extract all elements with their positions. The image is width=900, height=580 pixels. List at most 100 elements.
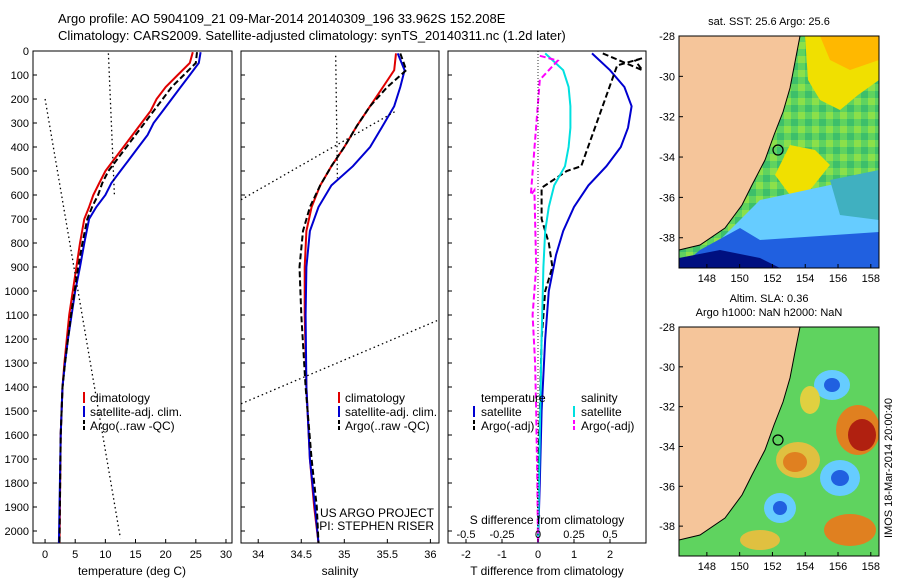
legend-label-argo: Argo(..raw -QC) bbox=[90, 419, 175, 433]
y-tick-label: 400 bbox=[11, 142, 29, 154]
x-tick-label: 5 bbox=[72, 549, 78, 561]
project-annotation-line2: PI: STEPHEN RISER bbox=[319, 519, 434, 533]
project-annotation-line1: US ARGO PROJECT bbox=[320, 506, 435, 520]
legend-header-temperature: temperature bbox=[481, 391, 546, 405]
y-tick-label: 900 bbox=[11, 262, 29, 274]
legend-label-argo: Argo(..raw -QC) bbox=[345, 419, 430, 433]
lat-tick-label: -34 bbox=[659, 441, 675, 453]
x-tick-label: 0 bbox=[535, 549, 541, 561]
salinity-panel-frame bbox=[240, 50, 440, 544]
s-tick-label: -0.5 bbox=[457, 529, 476, 541]
difference-xlabel: T difference from climatology bbox=[470, 564, 624, 578]
salinity-plot: 34 34.5 35 35.5 36 bbox=[240, 50, 440, 561]
x-tick-label: 34.5 bbox=[291, 549, 312, 561]
legend-label-climatology: climatology bbox=[90, 391, 150, 405]
series-line-argo-adj--3 bbox=[529, 54, 560, 544]
series-line-satellite-0 bbox=[537, 52, 633, 544]
y-tick-label: 1300 bbox=[5, 358, 29, 370]
y-tick-label: 1800 bbox=[5, 478, 29, 490]
y-tick-label: 2000 bbox=[5, 526, 29, 538]
x-tick-label: 35.5 bbox=[377, 549, 398, 561]
x-tick-label: 10 bbox=[99, 549, 111, 561]
sla-map-image bbox=[679, 327, 879, 556]
y-tick-label: 600 bbox=[11, 190, 29, 202]
y-tick-label: 1100 bbox=[5, 310, 29, 322]
difference-panel-frame bbox=[447, 50, 647, 544]
s-tick-label: 0.25 bbox=[563, 529, 584, 541]
lat-tick-label: -30 bbox=[659, 71, 675, 83]
lon-tick-label: 156 bbox=[829, 273, 847, 285]
difference-legend: temperature salinity satellite Argo(-adj… bbox=[473, 391, 634, 433]
lat-tick-label: -38 bbox=[659, 521, 675, 533]
sla-map-title-line2: Argo h1000: NaN h2000: NaN bbox=[696, 307, 843, 319]
imos-watermark: IMOS 18-Mar-2014 20:00:40 bbox=[883, 398, 895, 538]
temperature-panel-frame bbox=[32, 50, 233, 544]
x-tick-label: 36 bbox=[424, 549, 436, 561]
series-line-climatology-0 bbox=[58, 51, 194, 544]
legend-label-s-argo: Argo(-adj) bbox=[581, 419, 634, 433]
temperature-xlabel: temperature (deg C) bbox=[78, 564, 186, 578]
x-tick-label: 0 bbox=[42, 549, 48, 561]
sla-map: Altim. SLA: 0.36 Argo h1000: NaN h2000: … bbox=[659, 293, 880, 573]
legend-label-satellite: satellite-adj. clim. bbox=[90, 405, 182, 419]
series-line-reference-3 bbox=[107, 53, 116, 196]
x-tick-label: -1 bbox=[497, 549, 507, 561]
x-tick-label: 15 bbox=[129, 549, 141, 561]
y-tick-label: 800 bbox=[11, 238, 29, 250]
lat-tick-label: -34 bbox=[659, 152, 675, 164]
sla-map-axes: 148 150 152 154 156 158 -28 -30 -32 -34 -36 -38 bbox=[659, 322, 880, 573]
temperature-plot: 0 5 10 15 20 25 300100200300400500600700800900… bbox=[5, 46, 233, 561]
s-tick-label: -0.25 bbox=[489, 529, 514, 541]
lon-tick-label: 148 bbox=[698, 273, 716, 285]
lat-tick-label: -38 bbox=[659, 233, 675, 245]
sst-map-image bbox=[679, 36, 879, 268]
y-tick-label: 100 bbox=[11, 70, 29, 82]
difference-plot: -2 -1 0 1 2 -0.5 -0.25 0 0.25 0.5 bbox=[448, 50, 646, 561]
lon-tick-label: 158 bbox=[862, 273, 880, 285]
lat-tick-label: -36 bbox=[659, 481, 675, 493]
lat-tick-label: -28 bbox=[659, 31, 675, 43]
series-line-satellite-2 bbox=[537, 52, 572, 544]
series-line-satellite-adj-clim--1 bbox=[304, 53, 406, 544]
y-tick-label: 1600 bbox=[5, 430, 29, 442]
s-tick-label: 0.5 bbox=[602, 529, 617, 541]
sla-map-frame bbox=[678, 326, 880, 557]
sla-coastline bbox=[678, 326, 801, 541]
x-tick-label: 2 bbox=[607, 549, 613, 561]
lat-tick-label: -28 bbox=[659, 322, 675, 334]
x-tick-label: 35 bbox=[338, 549, 350, 561]
x-tick-label: 20 bbox=[160, 549, 172, 561]
figure-title-line1: Argo profile: AO 5904109_21 09-Mar-2014 … bbox=[58, 11, 506, 26]
lon-tick-label: 148 bbox=[698, 561, 716, 573]
figure-title-line2: Climatology: CARS2009. Satellite-adjuste… bbox=[58, 28, 566, 43]
series-line-argo-adj--1 bbox=[537, 52, 646, 543]
lon-tick-label: 154 bbox=[796, 561, 814, 573]
y-tick-label: 1900 bbox=[5, 502, 29, 514]
x-tick-label: 1 bbox=[571, 549, 577, 561]
legend-label-satellite: satellite-adj. clim. bbox=[345, 405, 437, 419]
legend-label-climatology: climatology bbox=[345, 391, 405, 405]
lon-tick-label: 152 bbox=[763, 561, 781, 573]
lat-tick-label: -32 bbox=[659, 112, 675, 124]
salinity-legend: climatology satellite-adj. clim. Argo(..… bbox=[338, 391, 437, 433]
legend-label-t-satellite: satellite bbox=[481, 405, 522, 419]
y-tick-label: 1400 bbox=[5, 382, 29, 394]
y-tick-label: 200 bbox=[11, 94, 29, 106]
lat-tick-label: -32 bbox=[659, 402, 675, 414]
series-line-reference-4 bbox=[240, 110, 397, 201]
y-tick-label: 1000 bbox=[5, 286, 29, 298]
y-tick-label: 0 bbox=[23, 46, 29, 58]
lon-tick-label: 150 bbox=[730, 273, 748, 285]
lat-tick-label: -30 bbox=[659, 362, 675, 374]
legend-label-s-satellite: satellite bbox=[581, 405, 622, 419]
legend-label-t-argo: Argo(-adj) bbox=[481, 419, 534, 433]
sst-map-axes: 148 150 152 154 156 158 -28 -30 -32 -34 -36 -38 bbox=[659, 31, 880, 285]
series-line-argo-raw-qc--2 bbox=[298, 53, 408, 544]
s-tick-label: 0 bbox=[535, 529, 541, 541]
sla-map-title-line1: Altim. SLA: 0.36 bbox=[730, 293, 809, 305]
x-tick-label: -2 bbox=[461, 549, 471, 561]
lat-tick-label: -36 bbox=[659, 192, 675, 204]
sst-map-frame bbox=[678, 35, 880, 269]
y-tick-label: 300 bbox=[11, 118, 29, 130]
